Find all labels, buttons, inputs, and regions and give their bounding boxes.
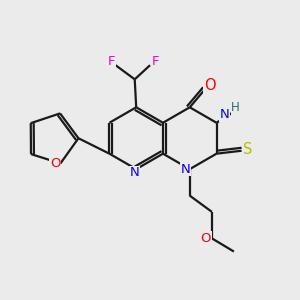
Text: F: F bbox=[107, 55, 115, 68]
Text: N: N bbox=[130, 166, 140, 179]
Text: S: S bbox=[243, 142, 253, 157]
Text: N: N bbox=[181, 163, 190, 176]
Text: O: O bbox=[204, 78, 215, 93]
Text: F: F bbox=[152, 55, 159, 68]
Text: H: H bbox=[231, 101, 240, 114]
Text: N: N bbox=[220, 108, 230, 121]
Text: O: O bbox=[50, 157, 60, 170]
Text: O: O bbox=[201, 232, 211, 245]
